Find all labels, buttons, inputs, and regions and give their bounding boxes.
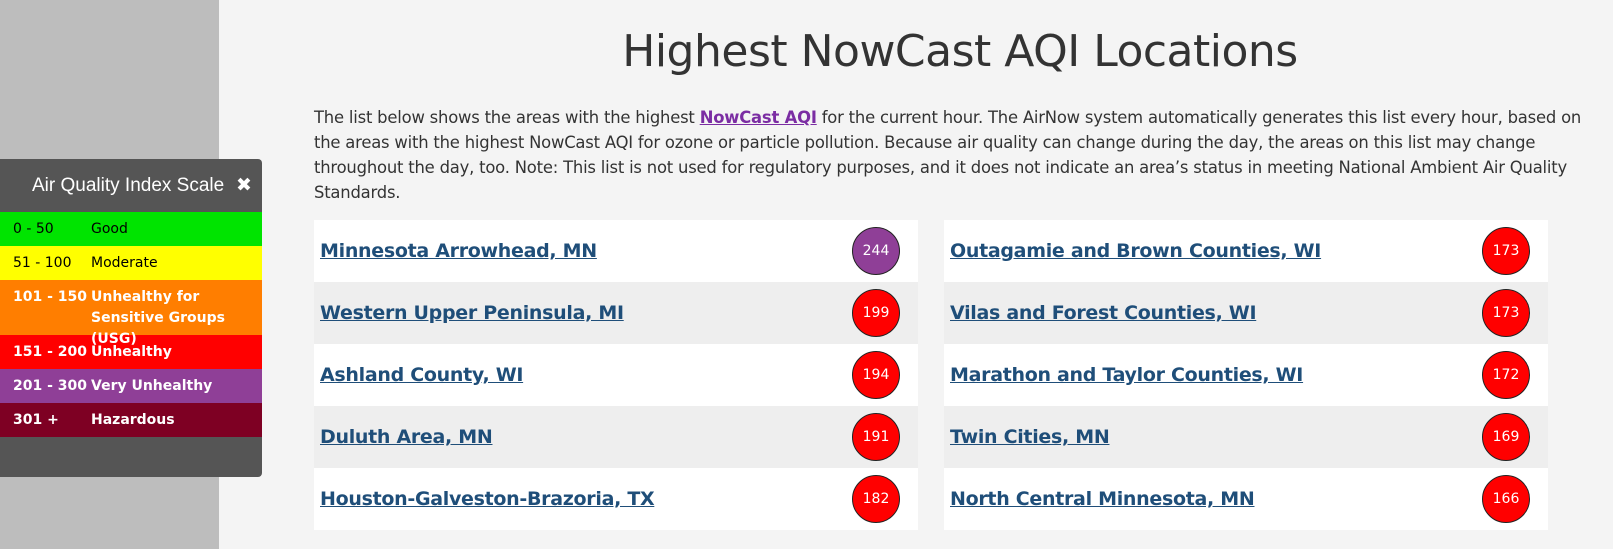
location-link[interactable]: Ashland County, WI xyxy=(320,364,524,386)
location-link[interactable]: North Central Minnesota, MN xyxy=(950,488,1255,510)
location-row: Marathon and Taylor Counties, WI 172 xyxy=(944,344,1548,406)
aqi-level-range: 201 - 300 xyxy=(13,378,88,394)
aqi-level-label: Unhealthy xyxy=(91,344,172,360)
aqi-level-range: 0 - 50 xyxy=(13,221,54,237)
location-row: Duluth Area, MN 191 xyxy=(314,406,918,468)
aqi-level-range: 51 - 100 xyxy=(13,255,72,271)
aqi-value-badge: 244 xyxy=(852,227,900,275)
location-row: Minnesota Arrowhead, MN 244 xyxy=(314,220,918,282)
location-link[interactable]: Duluth Area, MN xyxy=(320,426,493,448)
location-row: North Central Minnesota, MN 166 xyxy=(944,468,1548,530)
nowcast-aqi-link[interactable]: NowCast AQI xyxy=(699,108,817,127)
location-link[interactable]: Vilas and Forest Counties, WI xyxy=(950,302,1257,324)
locations-table-left: Minnesota Arrowhead, MN 244 Western Upper … xyxy=(314,220,918,530)
location-link[interactable]: Outagamie and Brown Counties, WI xyxy=(950,240,1322,262)
locations-table-right: Outagamie and Brown Counties, WI 173 Vilas… xyxy=(944,220,1548,530)
aqi-level-label: Hazardous xyxy=(91,412,175,428)
location-row: Ashland County, WI 194 xyxy=(314,344,918,406)
aqi-level-row: 201 - 300 Very Unhealthy xyxy=(0,369,262,403)
aqi-value-badge: 166 xyxy=(1482,475,1530,523)
aqi-level-row: 301 + Hazardous xyxy=(0,403,262,437)
aqi-value-badge: 173 xyxy=(1482,289,1530,337)
aqi-value-badge: 194 xyxy=(852,351,900,399)
location-row: Western Upper Peninsula, MI 199 xyxy=(314,282,918,344)
location-link[interactable]: Marathon and Taylor Counties, WI xyxy=(950,364,1304,386)
aqi-value-badge: 182 xyxy=(852,475,900,523)
location-link[interactable]: Houston-Galveston-Brazoria, TX xyxy=(320,488,655,510)
aqi-value-badge: 199 xyxy=(852,289,900,337)
location-link[interactable]: Western Upper Peninsula, MI xyxy=(320,302,624,324)
intro-paragraph: The list below shows the areas with the … xyxy=(314,105,1584,205)
aqi-level-label: Very Unhealthy xyxy=(91,378,213,394)
aqi-level-label: Moderate xyxy=(91,255,158,271)
aqi-level-label: Good xyxy=(91,221,128,237)
intro-text-before: The list below shows the areas with the … xyxy=(314,108,700,127)
aqi-value-badge: 173 xyxy=(1482,227,1530,275)
aqi-level-row: 101 - 150 Unhealthy for Sensitive Groups … xyxy=(0,280,262,347)
aqi-scale-title: Air Quality Index Scale xyxy=(32,174,225,196)
location-row: Outagamie and Brown Counties, WI 173 xyxy=(944,220,1548,282)
aqi-level-range: 151 - 200 xyxy=(13,344,88,360)
aqi-level-range: 301 + xyxy=(13,412,59,428)
page-title: Highest NowCast AQI Locations xyxy=(622,26,1298,77)
location-row: Vilas and Forest Counties, WI 173 xyxy=(944,282,1548,344)
close-icon[interactable]: ✖ xyxy=(236,174,252,196)
aqi-level-row: 0 - 50 Good xyxy=(0,212,262,246)
aqi-level-row: 151 - 200 Unhealthy xyxy=(0,335,262,369)
aqi-level-label: Unhealthy for Sensitive Groups (USG) xyxy=(91,289,225,347)
intro-text-after: for the current hour. The AirNow system … xyxy=(314,108,1582,202)
aqi-scale-panel: Air Quality Index Scale ✖ 0 - 50 Good 51 -… xyxy=(0,159,262,477)
aqi-level-row: 51 - 100 Moderate xyxy=(0,246,262,280)
location-row: Houston-Galveston-Brazoria, TX 182 xyxy=(314,468,918,530)
aqi-scale-levels: 0 - 50 Good 51 - 100 Moderate 101 - 150 Unhea… xyxy=(0,212,262,437)
aqi-scale-header: Air Quality Index Scale ✖ xyxy=(0,159,262,212)
aqi-value-badge: 191 xyxy=(852,413,900,461)
location-link[interactable]: Twin Cities, MN xyxy=(950,426,1110,448)
location-row: Twin Cities, MN 169 xyxy=(944,406,1548,468)
aqi-value-badge: 172 xyxy=(1482,351,1530,399)
aqi-level-range: 101 - 150 xyxy=(13,289,88,305)
location-link[interactable]: Minnesota Arrowhead, MN xyxy=(320,240,597,262)
aqi-value-badge: 169 xyxy=(1482,413,1530,461)
